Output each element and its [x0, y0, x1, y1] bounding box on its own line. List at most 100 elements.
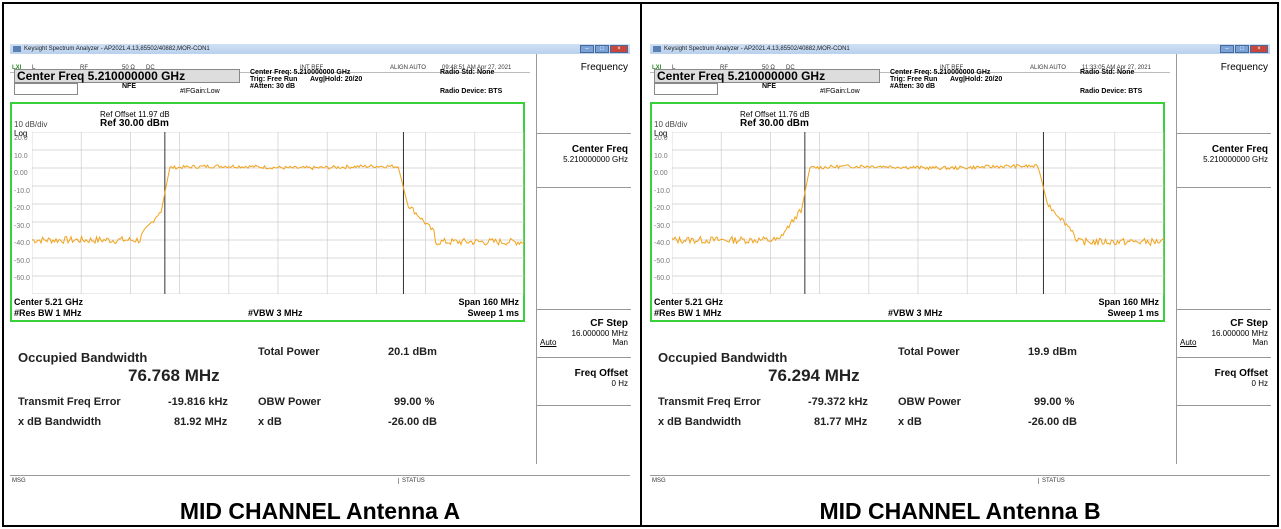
menu-title-frequency: Frequency	[1177, 54, 1271, 134]
rf-input: RF	[80, 65, 88, 71]
tfe-value: -79.372 kHz	[808, 396, 868, 408]
y-tick-label: -50.0	[654, 257, 670, 265]
softkey-center-freq[interactable]: Center Freq 5.210000000 GHz	[1177, 134, 1271, 188]
xdb-bw-label: x dB Bandwidth	[658, 416, 742, 428]
nfe-label: NFE	[122, 83, 136, 90]
vbw-label: #VBW 3 MHz	[888, 308, 943, 318]
y-tick-label: -40.0	[654, 240, 670, 247]
obw-power-label: OBW Power	[898, 396, 961, 408]
center-freq-field[interactable]: Center Freq 5.210000000 GHz	[654, 69, 880, 83]
dc-coupling: DC	[786, 65, 795, 71]
res-bw-label: #Res BW 1 MHz	[654, 308, 722, 318]
softkey-freq-offset[interactable]: Freq Offset 0 Hz	[537, 358, 631, 406]
menu-title-frequency: Frequency	[537, 54, 631, 134]
y-tick-label: -60.0	[14, 275, 30, 282]
softkey-cf-step-label: CF Step	[1230, 318, 1268, 329]
window-titlebar: Keysight Spectrum Analyzer - AP2021.4.13…	[650, 44, 1270, 54]
man-option[interactable]: Man	[1252, 338, 1268, 347]
softkey-empty-1	[1177, 188, 1271, 310]
log-label: Log	[14, 129, 28, 138]
softkey-empty-1	[537, 188, 631, 310]
scale-div: 10 dB/div	[14, 120, 48, 129]
minimize-button[interactable]: –	[580, 45, 594, 53]
man-option[interactable]: Man	[612, 338, 628, 347]
window-titlebar: Keysight Spectrum Analyzer - AP2021.4.13…	[10, 44, 630, 54]
softkey-cf-step-label: CF Step	[590, 318, 628, 329]
softkey-freq-offset-label: Freq Offset	[1214, 368, 1268, 379]
softkey-cf-step[interactable]: CF Step 16.000000 MHz Auto Man	[1177, 310, 1271, 358]
sweep-label: Sweep 1 ms	[1107, 308, 1159, 318]
radio-device: Radio Device: BTS	[440, 88, 503, 95]
auto-man-toggle[interactable]: Auto Man	[1177, 338, 1268, 347]
y-tick-label: -60.0	[654, 275, 670, 282]
int-ref: INT REF	[300, 65, 324, 71]
y-tick-label: 0.00	[14, 170, 28, 177]
nfe-label: NFE	[762, 83, 776, 90]
y-tick-label: -40.0	[14, 240, 30, 247]
occ-bw-value: 76.768 MHz	[128, 366, 220, 385]
softkey-empty-2	[537, 406, 631, 464]
ifgain-label: #IFGain:Low	[820, 88, 860, 95]
spectrum-plot	[672, 132, 1164, 294]
caption-antenna-b: MID CHANNEL Antenna B	[819, 498, 1101, 524]
softkey-cf-step-value: 16.000000 MHz	[571, 329, 628, 338]
xdb-bw-value: 81.92 MHz	[174, 416, 228, 428]
obw-power-label: OBW Power	[258, 396, 321, 408]
auto-option[interactable]: Auto	[1180, 338, 1197, 347]
total-power-label: Total Power	[898, 346, 960, 358]
maximize-button[interactable]: □	[595, 45, 609, 53]
timestamp: 09:48:51 AM Apr 27, 2021	[442, 65, 512, 71]
message-bar: MSG STATUS	[10, 475, 630, 487]
window-title: Keysight Spectrum Analyzer - AP2021.4.13…	[24, 46, 210, 52]
total-power-value: 20.1 dBm	[388, 346, 437, 358]
lxi-indicator: LXI	[12, 65, 22, 71]
attenuation: #Atten: 30 dB	[890, 83, 936, 90]
radio-device: Radio Device: BTS	[1080, 88, 1143, 95]
xdb-label: x dB	[258, 416, 282, 428]
res-bw-label: #Res BW 1 MHz	[14, 308, 82, 318]
align-auto: ALIGN AUTO	[1030, 65, 1066, 71]
close-button[interactable]: ×	[1250, 45, 1268, 53]
softkey-cf-step[interactable]: CF Step 16.000000 MHz Auto Man	[537, 310, 631, 358]
total-power-label: Total Power	[258, 346, 320, 358]
y-tick-label: 0.00	[654, 170, 668, 177]
maximize-button[interactable]: □	[1235, 45, 1249, 53]
window-controls: – □ ×	[1220, 45, 1268, 54]
input-box[interactable]	[14, 83, 78, 95]
total-power-value: 19.9 dBm	[1028, 346, 1077, 358]
center-freq-field[interactable]: Center Freq 5.210000000 GHz	[14, 69, 240, 83]
analyzer-window-b: Keysight Spectrum Analyzer - AP2021.4.13…	[650, 44, 1271, 494]
avg-hold: Avg|Hold: 20/20	[310, 76, 363, 83]
results-table: Occupied Bandwidth 76.768 MHz Total Powe…	[10, 342, 530, 474]
vbw-label: #VBW 3 MHz	[248, 308, 303, 318]
trig-mode: Trig: Free Run	[250, 76, 298, 83]
obw-power-value: 99.00 %	[394, 396, 435, 408]
auto-man-toggle[interactable]: Auto Man	[537, 338, 628, 347]
message-bar: MSG STATUS	[650, 475, 1270, 487]
coupling-l: L	[32, 65, 36, 71]
timestamp: 11:33:05 AM Apr 27, 2021	[1082, 65, 1151, 71]
sweep-label: Sweep 1 ms	[467, 308, 519, 318]
input-box[interactable]	[654, 83, 718, 95]
caption-antenna-a: MID CHANNEL Antenna A	[179, 498, 461, 524]
softkey-freq-offset[interactable]: Freq Offset 0 Hz	[1177, 358, 1271, 406]
app-icon	[13, 46, 21, 52]
log-label: Log	[654, 129, 668, 138]
results-table: Occupied Bandwidth 76.294 MHz Total Powe…	[650, 342, 1170, 474]
softkey-center-freq[interactable]: Center Freq 5.210000000 GHz	[537, 134, 631, 188]
rf-input: RF	[720, 65, 728, 71]
app-icon	[653, 46, 661, 52]
status-row: LXI L RF 50 Ω DC INT REF ALIGN AUTO 11:3…	[650, 64, 1170, 73]
auto-option[interactable]: Auto	[540, 338, 557, 347]
minimize-button[interactable]: –	[1220, 45, 1234, 53]
attenuation: #Atten: 30 dB	[250, 83, 296, 90]
impedance: 50 Ω	[762, 65, 775, 71]
softkey-panel: Frequency Center Freq 5.210000000 GHz CF…	[536, 54, 631, 464]
close-button[interactable]: ×	[610, 45, 628, 53]
ref-level: Ref 30.00 dBm	[100, 118, 169, 129]
trig-mode: Trig: Free Run	[890, 76, 938, 83]
y-tick-label: -50.0	[14, 257, 30, 265]
avg-hold: Avg|Hold: 20/20	[950, 76, 1003, 83]
window-controls: – □ ×	[580, 45, 628, 54]
softkey-center-freq-value: 5.210000000 GHz	[1203, 155, 1268, 164]
